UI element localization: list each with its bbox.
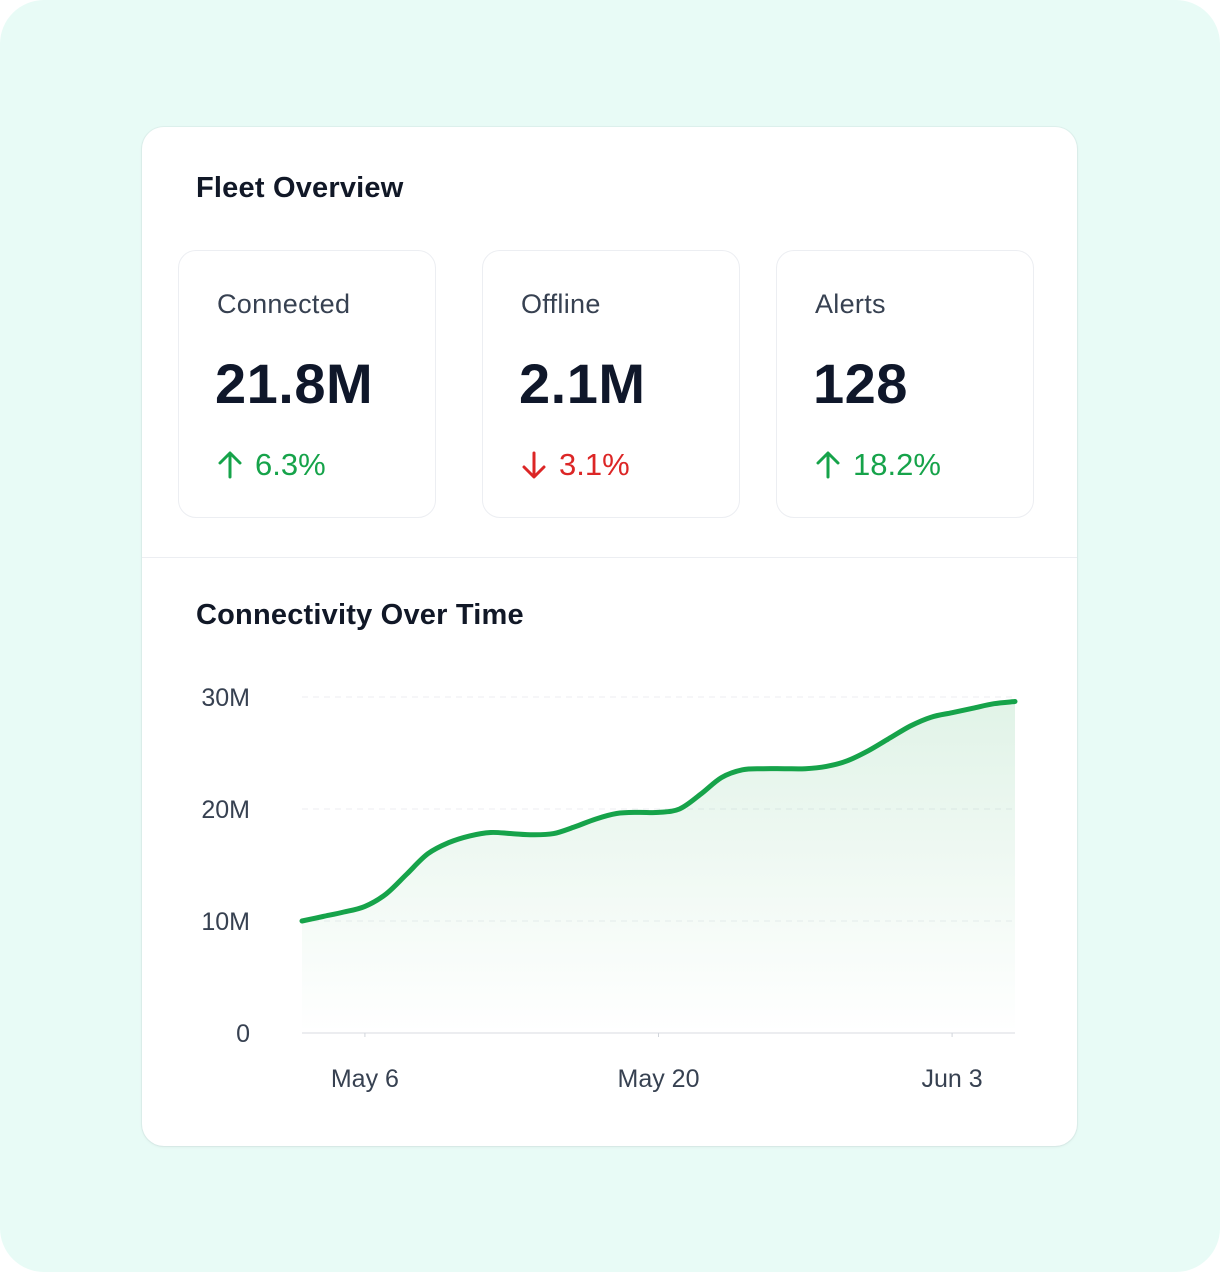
connectivity-chart: 0 10M 20M 30M May 6 May 20 Jun 3: [201, 684, 1018, 1093]
y-tick-label: 0: [236, 1020, 250, 1048]
fleet-overview-card: Fleet Overview Connected 21.8M 6.3% Offl…: [142, 127, 1077, 1146]
kpi-value: 128: [813, 352, 908, 415]
overview-title: Fleet Overview: [196, 172, 404, 204]
section-divider: [142, 557, 1077, 558]
kpi-label: Alerts: [815, 289, 886, 319]
x-tick-label: May 6: [331, 1065, 399, 1093]
connectivity-area: [302, 701, 1015, 1033]
y-tick-label: 30M: [201, 684, 250, 712]
y-tick-label: 10M: [201, 908, 250, 936]
arrow-down-icon: [521, 450, 547, 480]
kpi-delta-value: 3.1%: [559, 447, 630, 482]
arrow-up-icon: [217, 450, 243, 480]
kpi-card-alerts[interactable]: Alerts 128 18.2%: [776, 250, 1034, 518]
chart-title: Connectivity Over Time: [196, 599, 524, 631]
x-tick-label: May 20: [618, 1065, 700, 1093]
kpi-card-connected[interactable]: Connected 21.8M 6.3%: [178, 250, 436, 518]
kpi-value: 21.8M: [215, 352, 374, 415]
kpi-delta: 18.2%: [815, 447, 941, 483]
kpi-delta-value: 6.3%: [255, 447, 326, 482]
kpi-label: Connected: [217, 289, 351, 319]
y-tick-label: 20M: [201, 796, 250, 824]
x-tick-label: Jun 3: [922, 1065, 983, 1093]
connectivity-line: [299, 699, 1018, 924]
kpi-delta-value: 18.2%: [853, 447, 941, 482]
kpi-value: 2.1M: [519, 352, 646, 415]
kpi-card-offline[interactable]: Offline 2.1M 3.1%: [482, 250, 740, 518]
kpi-delta: 3.1%: [521, 447, 630, 483]
arrow-up-icon: [815, 450, 841, 480]
kpi-delta: 6.3%: [217, 447, 326, 483]
kpi-label: Offline: [521, 289, 601, 319]
